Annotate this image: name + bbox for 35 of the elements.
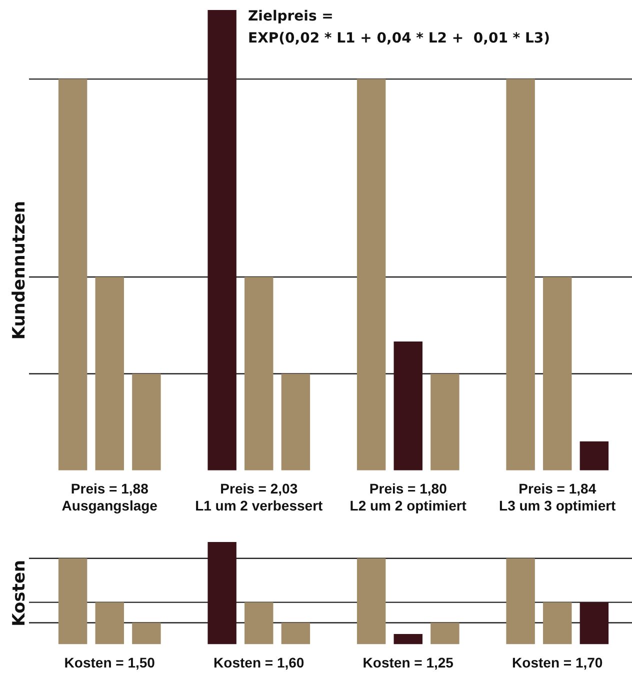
bar [430,622,460,644]
bar [356,558,386,644]
x-tick-label: Preis = 1,84 L3 um 3 optimiert [499,480,616,514]
bar [356,79,386,470]
x-tick-label: Preis = 1,88 Ausgangslage [62,480,158,514]
x-tick-label: Kosten = 1,60 [214,654,304,670]
bar [58,79,88,470]
bar [58,558,88,644]
bar [394,341,422,470]
x-tick-label: Preis = 1,80 L2 um 2 optimiert [350,480,467,514]
x-tick-label: Kosten = 1,70 [512,654,603,670]
x-tick-label: Preis = 2,03 L1 um 2 verbessert [195,480,324,514]
bar [394,634,422,644]
bar [430,374,460,470]
bar [580,441,609,470]
bar [208,542,236,644]
y-axis-title: Kosten [9,560,30,626]
x-tick-label: Kosten = 1,25 [362,654,454,670]
bar [95,277,124,470]
x-tick-label: Kosten = 1,50 [64,654,156,670]
bar [506,558,535,644]
bar [208,10,236,470]
bar [244,602,274,644]
bar [95,602,124,644]
bar [543,602,572,644]
bar [543,277,572,470]
bar [580,602,609,644]
bar [132,622,161,644]
bar [506,79,535,470]
bar [132,374,161,470]
y-axis-title: Kundennutzen [9,200,30,340]
bar [281,622,310,644]
bar [244,277,274,470]
annotation: Zielpreis = EXP(0,02 * L1 + 0,04 * L2 + 0,01 * L3) [248,8,550,47]
bar [281,374,310,470]
